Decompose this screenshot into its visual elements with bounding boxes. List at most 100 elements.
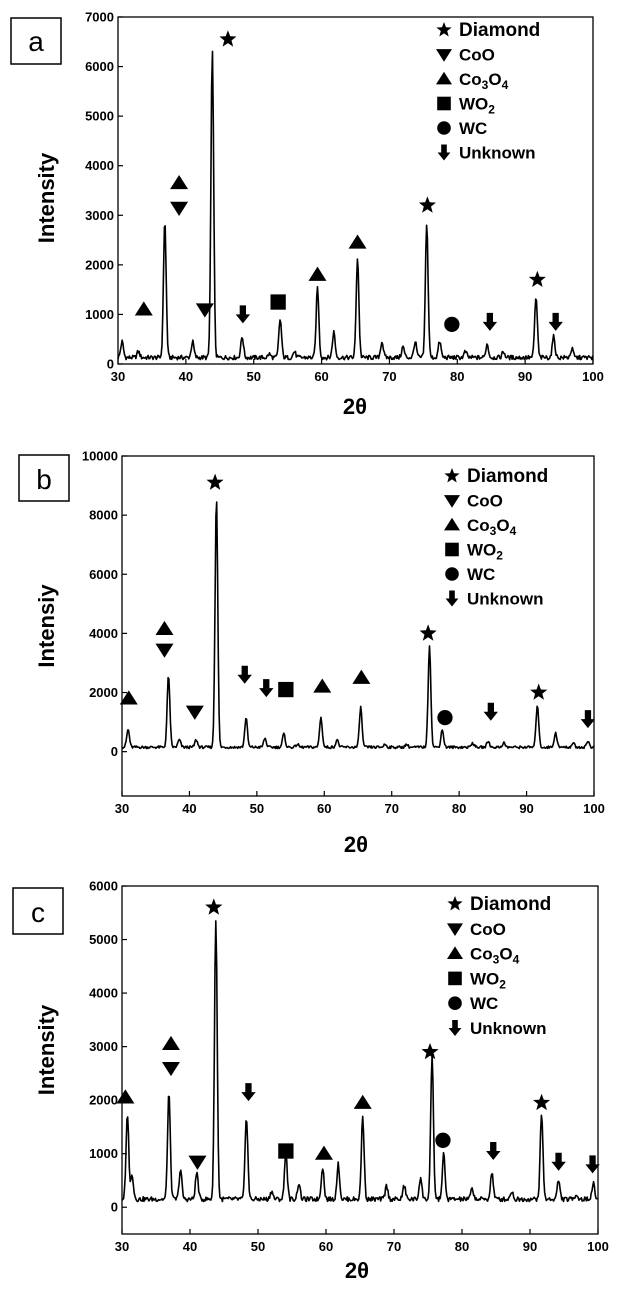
x-tick-label: 90 <box>519 801 533 816</box>
y-tick-label: 2000 <box>89 685 118 700</box>
legend-label: Diamond <box>467 466 548 487</box>
x-tick-label: 60 <box>314 369 328 384</box>
legend-star-marker <box>436 22 452 37</box>
y-axis-label: Intensity <box>34 1004 59 1095</box>
y-tick-label: 1000 <box>85 307 114 322</box>
plot-frame <box>121 455 595 797</box>
y-tick-label: 6000 <box>85 59 114 74</box>
panel-label: c <box>31 897 45 928</box>
legend-label: WC <box>470 994 498 1013</box>
arrow-down-marker <box>580 710 596 729</box>
panel-label: b <box>36 464 52 495</box>
xrd-spectrum-line <box>121 501 595 750</box>
legend-label: Co3O4 <box>459 70 509 92</box>
xrd-spectrum-line <box>117 50 594 361</box>
x-axis-label: 2θ <box>345 1258 369 1283</box>
plot-area: 30 40 50 60 70 80 90 100 0 2000 4000 6000 8000 10000 <box>82 449 605 817</box>
x-tick-label: 100 <box>583 801 605 816</box>
x-tick-label: 100 <box>587 1239 609 1254</box>
panel-label-box <box>12 887 64 935</box>
star-marker <box>530 683 548 700</box>
legend-label: WC <box>459 119 487 138</box>
legend-label: Co3O4 <box>467 516 517 538</box>
star-marker <box>419 624 437 641</box>
y-tick-label: 8000 <box>89 508 118 523</box>
x-tick-label: 80 <box>450 369 464 384</box>
x-tick-label: 50 <box>251 1239 265 1254</box>
legend-label: Co3O4 <box>470 945 520 967</box>
arrow-down-marker <box>259 679 274 698</box>
plot-area: 30 40 50 60 70 80 90 10001000200030004000500060… <box>85 10 604 385</box>
xrd-spectrum-line <box>121 920 598 1203</box>
x-tick-label: 70 <box>382 369 396 384</box>
legend-label: Unknown <box>459 144 536 163</box>
arrow-down-marker <box>241 1083 256 1102</box>
legend-label: WC <box>467 565 495 584</box>
square-marker <box>270 294 286 310</box>
star-marker <box>533 1093 551 1111</box>
legend-label: CoO <box>467 492 503 511</box>
legend-label: WO2 <box>470 969 506 991</box>
star-marker <box>206 473 224 490</box>
y-tick-label: 4000 <box>89 626 118 641</box>
triangle-up-marker <box>308 266 327 281</box>
triangle-up-marker <box>119 690 138 705</box>
triangle-up-marker <box>161 1035 180 1051</box>
x-tick-label: 90 <box>523 1239 537 1254</box>
legend-arrow-down-marker <box>445 590 459 607</box>
y-tick-label: 2000 <box>89 1093 118 1108</box>
triangle-up-marker <box>348 234 367 249</box>
legend-circle-marker <box>445 567 459 581</box>
plot-frame <box>121 885 599 1235</box>
y-tick-label: 0 <box>111 744 118 759</box>
legend-circle-marker <box>437 121 451 135</box>
circle-marker <box>437 710 453 726</box>
plot-frame <box>117 16 594 365</box>
x-tick-label: 80 <box>455 1239 469 1254</box>
legend-circle-marker <box>448 996 462 1010</box>
legend-triangle-down-marker <box>447 923 463 936</box>
x-tick-label: 60 <box>317 801 331 816</box>
arrow-down-marker <box>486 1142 501 1160</box>
y-tick-label: 0 <box>107 357 114 372</box>
legend-triangle-down-marker <box>436 49 452 62</box>
legend-square-marker <box>445 542 459 557</box>
y-tick-label: 5000 <box>89 932 118 947</box>
legend-triangle-down-marker <box>444 495 460 508</box>
legend-label: WO2 <box>459 95 495 117</box>
triangle-down-marker <box>170 201 189 216</box>
arrow-down-marker <box>551 1152 566 1171</box>
x-tick-label: 40 <box>182 801 196 816</box>
star-marker <box>421 1043 439 1060</box>
panel-b: b Intensiy 2θ Diamond CoO Co3O4 WO2 WC Unknow… <box>18 449 605 857</box>
x-tick-label: 50 <box>250 801 264 816</box>
x-tick-label: 40 <box>183 1239 197 1254</box>
legend-label: Unknown <box>470 1019 547 1038</box>
legend-triangle-up-marker <box>447 946 463 959</box>
triangle-down-marker <box>195 303 214 318</box>
y-tick-label: 6000 <box>89 879 118 894</box>
x-tick-label: 50 <box>246 369 260 384</box>
panel-a: a Intensity 2θ Diamond CoO Co3O4 WO2 WC Unkno… <box>10 10 604 419</box>
x-tick-label: 60 <box>319 1239 333 1254</box>
x-tick-label: 30 <box>115 801 129 816</box>
legend-triangle-up-marker <box>436 71 452 85</box>
y-tick-label: 5000 <box>85 109 114 124</box>
legend: Diamond CoO Co3O4 WO2 WC Unknown <box>436 20 540 163</box>
x-tick-label: 70 <box>387 1239 401 1254</box>
triangle-up-marker <box>352 669 371 684</box>
y-tick-label: 3000 <box>85 208 114 223</box>
triangle-up-marker <box>170 174 189 190</box>
x-axis-label: 2θ <box>344 832 368 857</box>
triangle-up-marker <box>134 301 153 316</box>
arrow-down-marker <box>237 665 252 684</box>
x-axis-label: 2θ <box>343 394 367 419</box>
y-tick-label: 1000 <box>89 1146 118 1161</box>
star-marker <box>418 196 436 213</box>
legend-label: WO2 <box>467 541 503 563</box>
plot-area: 30 40 50 60 70 80 90 10001000200030004000500060… <box>89 879 609 1255</box>
legend-square-marker <box>437 96 451 111</box>
x-tick-label: 80 <box>452 801 466 816</box>
arrow-down-marker <box>235 305 251 324</box>
arrow-down-marker <box>585 1155 600 1174</box>
